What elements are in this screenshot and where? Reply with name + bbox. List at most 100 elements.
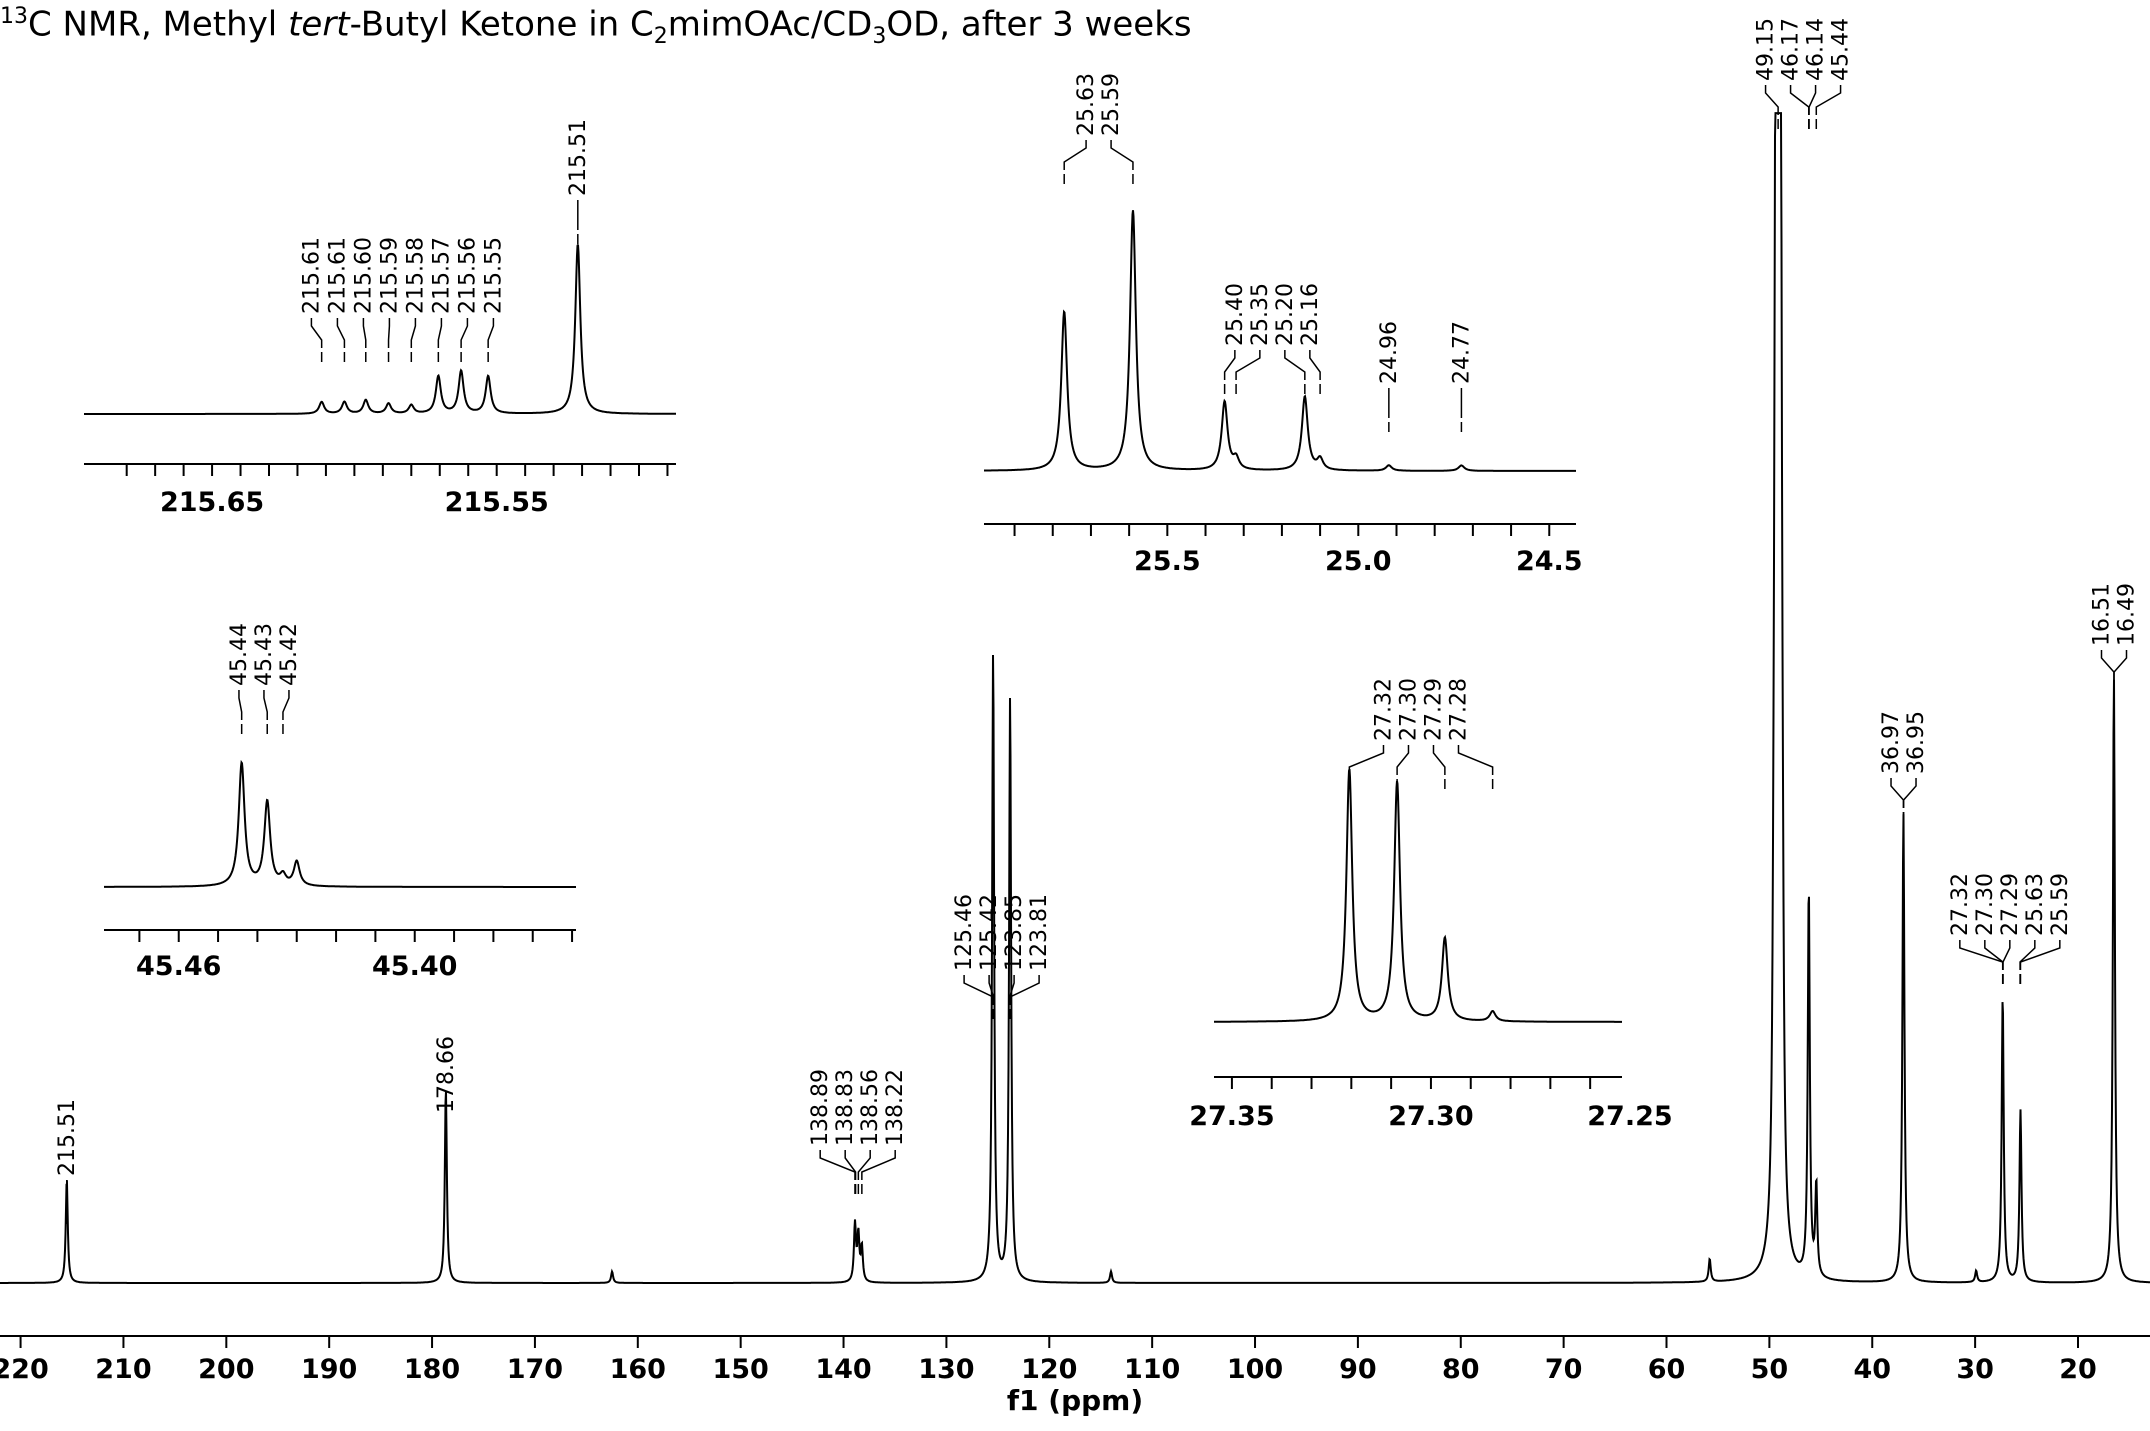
main-tick-label: 140 (815, 1354, 871, 1385)
inset-27-tick-label: 27.25 (1587, 1101, 1672, 1132)
main-tick-label: 50 (1751, 1354, 1789, 1385)
main-tick-label: 30 (1956, 1354, 1994, 1385)
main-spectrum-line (0, 112, 2150, 1284)
inset-45-peak-label-group-bracket (263, 690, 268, 720)
inset-25-tick-label: 25.0 (1325, 546, 1392, 577)
main-peak-label-group-3-label: 125.46 (952, 894, 977, 971)
inset-27-tick-label: 27.35 (1189, 1101, 1274, 1132)
title-middle2: mimOAc/CD (667, 4, 873, 45)
main-peak-label-group-3: 125.46 125.42 123.85 123.81 (952, 894, 1052, 1019)
inset-25-peak-label-c-label: 24.96 (1377, 321, 1402, 384)
main-peak-label-group-3-label: 123.85 (1002, 894, 1027, 971)
inset-215-peak-label-group-bracket (460, 318, 469, 348)
inset-27-peak-label-group-bracket (1348, 745, 1385, 775)
main-peak-label-group-2-label: 138.89 (808, 1069, 833, 1146)
main-peak-label-group-4-bracket (1815, 85, 1842, 115)
main-peak-label-group-4-bracket (1789, 85, 1810, 115)
inset-45-peak-label-group-bracket (238, 690, 243, 720)
inset-25-peak-label-c: 24.96 (1377, 321, 1402, 432)
main-peak-label-group-6-label: 27.29 (1998, 873, 2023, 936)
main-peak-label-group-6: 27.32 27.30 27.29 25.63 25.59 (1948, 873, 2073, 984)
inset-45-peak-label-group-bracket (282, 690, 290, 720)
main-peak-label-group-6-bracket (1959, 940, 2004, 970)
inset-27-peak-label-group-bracket (1396, 745, 1410, 775)
title-italic: tert (288, 4, 350, 45)
main-peak-label-group-4-label: 46.14 (1804, 18, 1829, 81)
inset-215-axis: 215.65 215.55 (84, 463, 676, 518)
inset-215-tick-label: 215.55 (445, 487, 549, 518)
inset-27-peak-label-group-label: 27.28 (1446, 678, 1471, 741)
inset-215-peak-label-group-bracket (410, 318, 417, 348)
main-tick-label: 100 (1227, 1354, 1283, 1385)
inset-215-peak-label-group-bracket (487, 318, 495, 348)
main-peak-label-group-4-label: 45.44 (1829, 18, 1854, 81)
main-tick-label: 200 (198, 1354, 254, 1385)
inset-45-peak-label-group-label: 45.42 (277, 623, 302, 686)
main-peak-label-group-6-label: 25.63 (2023, 873, 2048, 936)
main-tick-label: 130 (918, 1354, 974, 1385)
main-tick-label: 110 (1124, 1354, 1180, 1385)
inset-25-axis: 25.5 25.0 24.5 (984, 523, 1583, 577)
main-peak-label-group-2-bracket (857, 1150, 871, 1180)
inset-25-peak-label-group-b-label: 25.16 (1298, 283, 1323, 346)
title-middle: -Butyl Ketone in C (349, 4, 654, 45)
inset-25-peak-label-group-a-bracket (1110, 140, 1134, 170)
inset-215-peak-label-group-label: 215.58 (403, 237, 428, 314)
main-peak-label-group-3-bracket (988, 975, 995, 1005)
main-peak-label-group-5-label: 36.95 (1904, 711, 1929, 774)
title-sub2: 3 (872, 24, 887, 50)
main-peak-label-group-4-bracket (1764, 85, 1779, 115)
main-tick-label: 70 (1545, 1354, 1583, 1385)
main-tick-label: 40 (1853, 1354, 1891, 1385)
main-peak-label-group-1: 178.66 (434, 1036, 459, 1161)
inset-45-peak-label-group-label: 45.43 (252, 623, 277, 686)
inset-25-peak-label-group-a-label: 25.63 (1074, 73, 1099, 136)
main-peak-label-group-6-label: 27.30 (1973, 873, 1998, 936)
inset-25-peak-label-group-b-label: 25.35 (1248, 283, 1273, 346)
inset-215-peak-label-group-bracket (362, 318, 367, 348)
inset-215-trace-group (84, 244, 676, 415)
inset-215-peak-label-group-label: 215.60 (351, 237, 376, 314)
inset-45-spectrum-line (104, 759, 576, 888)
inset-215-peak-label-main: 215.51 (566, 119, 591, 244)
main-tick-label: 210 (95, 1354, 151, 1385)
main-peak-label-group-2-bracket (861, 1150, 896, 1180)
main-tick-label: 80 (1442, 1354, 1480, 1385)
inset-215-peak-label-group-label: 215.56 (455, 237, 480, 314)
inset-25-peak-label-group-a-bracket (1063, 140, 1087, 170)
chart-title: 13C NMR, Methyl tert-Butyl Ketone in C2m… (0, 0, 1192, 54)
main-peak-label-group-4-bracket (1808, 85, 1817, 115)
main-tick-label: 220 (0, 1354, 49, 1385)
inset-215-peak-label-group-bracket (310, 318, 323, 348)
inset-215-peak-label-main-label: 215.51 (566, 119, 591, 196)
inset-45-tick-label: 45.46 (136, 951, 221, 982)
main-peak-label-group-6-bracket (1984, 940, 2004, 970)
main-peak-label-group-6-label: 25.59 (2048, 873, 2073, 936)
main-tick-label: 180 (404, 1354, 460, 1385)
inset-25-peak-label-group-b: 25.40 25.35 25.20 25.16 (1223, 283, 1323, 394)
main-tick-label: 160 (610, 1354, 666, 1385)
main-peak-label-group-5: 36.97 36.95 (1879, 711, 1929, 822)
main-peak-label-group-6-label: 27.32 (1948, 873, 1973, 936)
main-peak-label-group-4: 49.15 46.17 46.14 45.44 (1754, 18, 1854, 129)
inset-25-peak-label-group-a: 25.63 25.59 (1063, 73, 1134, 184)
inset-27-peak-label-group-bracket (1457, 745, 1494, 775)
main-peak-label-group-5-bracket (1890, 778, 1905, 808)
main-tick-label: 190 (301, 1354, 357, 1385)
title-superscript: 13 (0, 4, 28, 29)
inset-25-spectrum-line (984, 210, 1576, 472)
main-tick-label: 150 (712, 1354, 768, 1385)
main-peak-label-group-2-bracket (844, 1150, 857, 1180)
inset-45-axis: 45.46 45.40 (104, 929, 576, 982)
inset-27-peak-label-group-bracket (1432, 745, 1446, 775)
inset-27-peak-label-group-label: 27.30 (1396, 678, 1421, 741)
inset-215-tick-label: 215.65 (160, 487, 264, 518)
inset-25-tick-label: 24.5 (1516, 546, 1583, 577)
main-peak-label-group-3-label: 123.81 (1027, 894, 1052, 971)
inset-45-peak-label-group-label: 45.44 (227, 623, 252, 686)
main-peak-label-group-2-label: 138.56 (858, 1069, 883, 1146)
main-peak-label-group-7-bracket (2113, 650, 2128, 680)
inset-215-peak-label-group-label: 215.61 (325, 237, 350, 314)
inset-27-axis: 27.35 27.30 27.25 (1189, 1076, 1673, 1132)
